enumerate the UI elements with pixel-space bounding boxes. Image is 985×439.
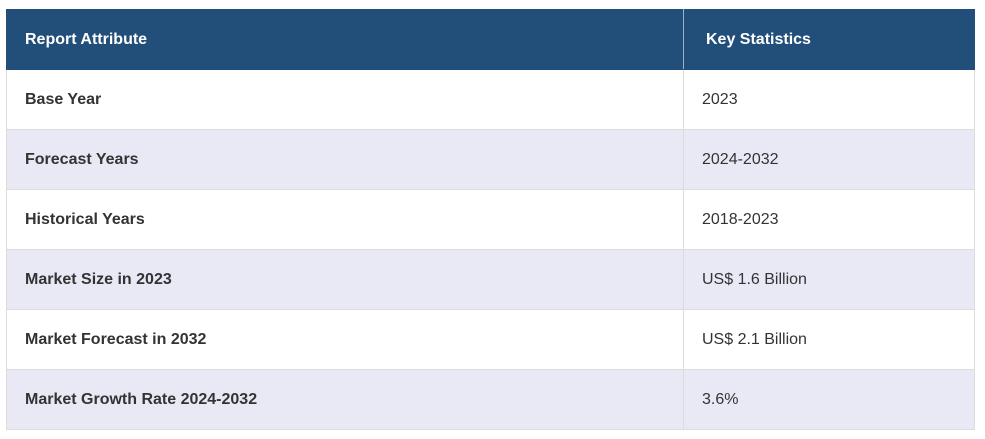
- table-row: Historical Years 2018-2023: [6, 189, 975, 250]
- attribute-cell: Historical Years: [6, 189, 684, 250]
- statistic-cell: 2024-2032: [683, 129, 975, 190]
- statistic-cell: US$ 2.1 Billion: [683, 309, 975, 370]
- statistic-cell: 2023: [683, 69, 975, 130]
- attribute-cell: Base Year: [6, 69, 684, 130]
- attribute-cell: Market Growth Rate 2024-2032: [6, 369, 684, 430]
- header-row: Report Attribute Key Statistics: [6, 9, 975, 70]
- statistic-cell: 2018-2023: [683, 189, 975, 250]
- report-table: Report Attribute Key Statistics Base Yea…: [6, 9, 975, 430]
- table-row: Market Size in 2023 US$ 1.6 Billion: [6, 249, 975, 310]
- attribute-cell: Market Forecast in 2032: [6, 309, 684, 370]
- statistic-cell: US$ 1.6 Billion: [683, 249, 975, 310]
- table-row: Market Growth Rate 2024-2032 3.6%: [6, 369, 975, 430]
- attribute-cell: Market Size in 2023: [6, 249, 684, 310]
- attribute-cell: Forecast Years: [6, 129, 684, 190]
- table-row: Base Year 2023: [6, 69, 975, 130]
- header-cell: Key Statistics: [683, 9, 975, 70]
- table-body: Base Year 2023 Forecast Years 2024-2032 Hist…: [6, 69, 975, 430]
- statistic-cell: 3.6%: [683, 369, 975, 430]
- header-cell: Report Attribute: [6, 9, 684, 70]
- table-row: Market Forecast in 2032 US$ 2.1 Billion: [6, 309, 975, 370]
- table-header: Report Attribute Key Statistics: [6, 9, 975, 70]
- table-row: Forecast Years 2024-2032: [6, 129, 975, 190]
